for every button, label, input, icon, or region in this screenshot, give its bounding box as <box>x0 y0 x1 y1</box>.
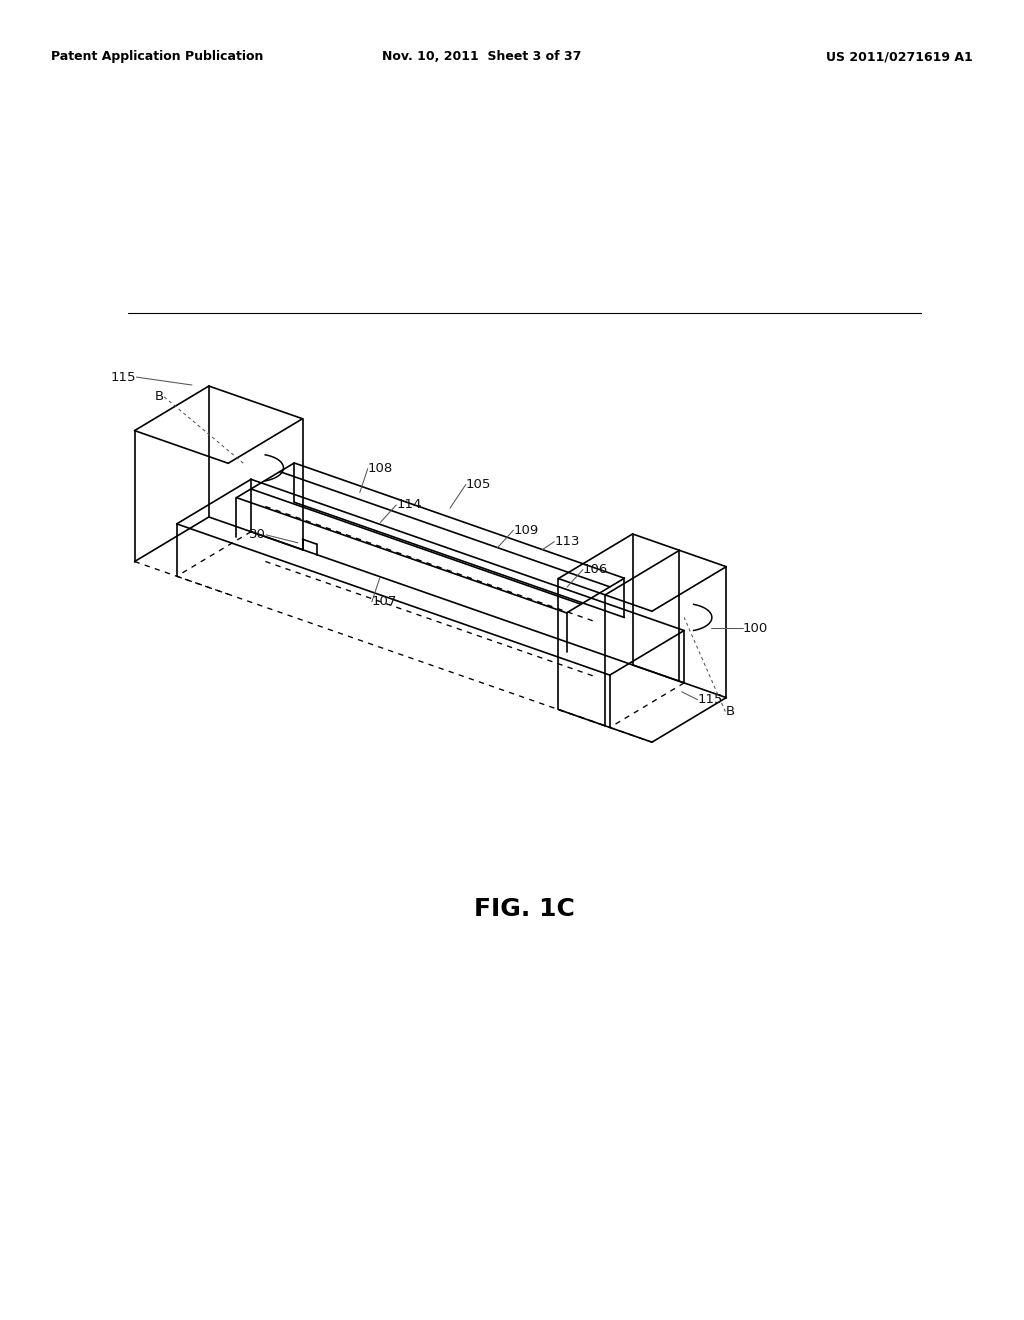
Text: Patent Application Publication: Patent Application Publication <box>51 50 263 63</box>
Text: Nov. 10, 2011  Sheet 3 of 37: Nov. 10, 2011 Sheet 3 of 37 <box>382 50 581 63</box>
Text: 105: 105 <box>466 478 492 491</box>
Text: 108: 108 <box>368 462 393 475</box>
Text: 115: 115 <box>111 371 136 384</box>
Text: 114: 114 <box>396 499 422 511</box>
Text: FIG. 1C: FIG. 1C <box>474 896 575 920</box>
Text: US 2011/0271619 A1: US 2011/0271619 A1 <box>826 50 973 63</box>
Text: 113: 113 <box>554 535 580 548</box>
Text: 30: 30 <box>249 528 266 541</box>
Text: 106: 106 <box>583 564 608 576</box>
Text: 107: 107 <box>372 595 397 609</box>
Text: B: B <box>155 391 164 404</box>
Text: 100: 100 <box>742 622 768 635</box>
Text: 109: 109 <box>513 524 539 537</box>
Text: B: B <box>725 705 734 718</box>
Text: 115: 115 <box>697 693 723 706</box>
